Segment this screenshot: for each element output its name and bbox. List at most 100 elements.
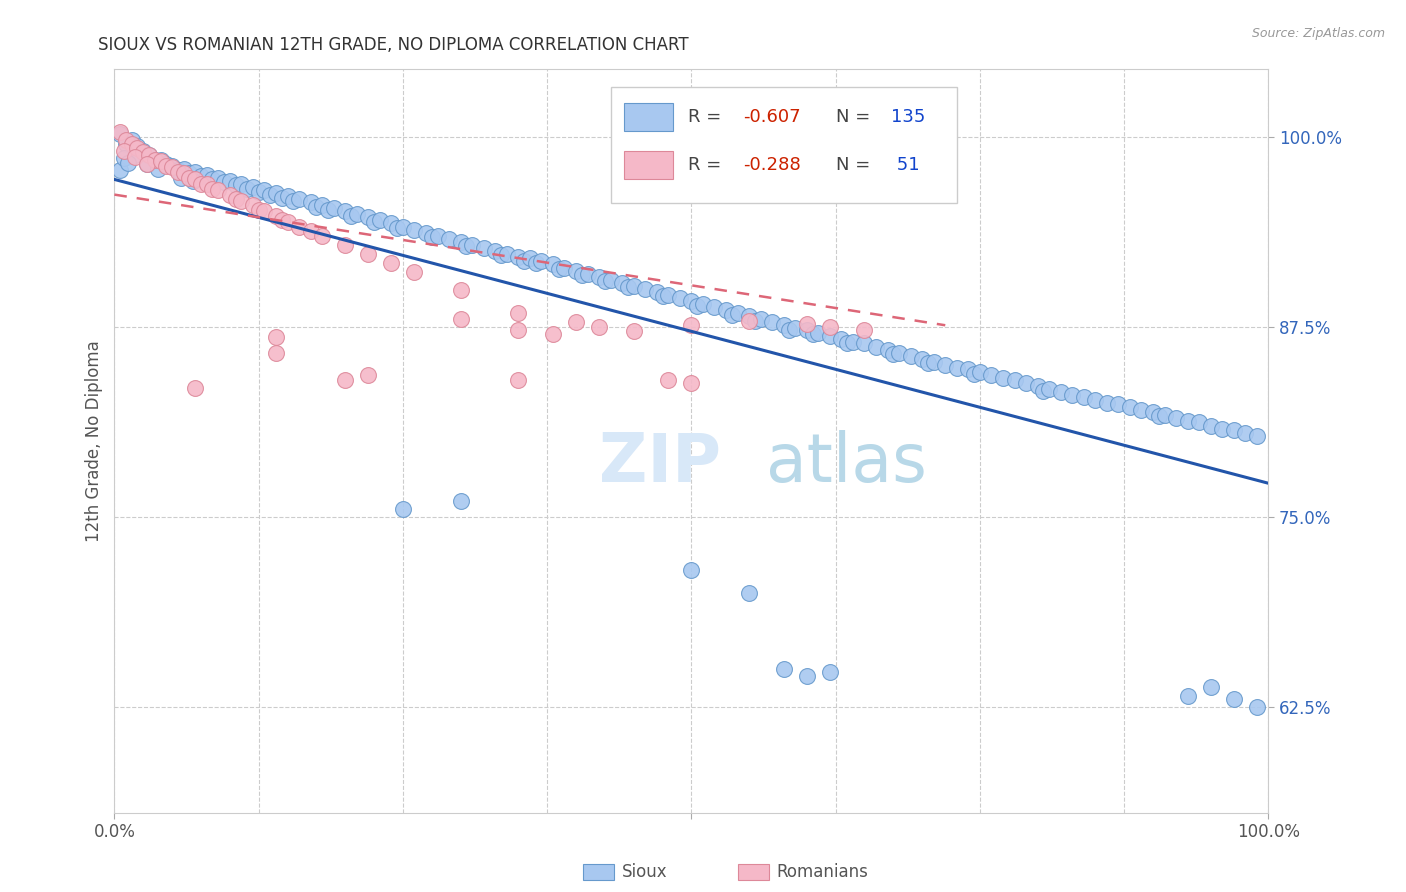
Point [247,202,270,217]
Point [404,222,426,236]
Point [112,151,135,165]
Point [922,355,945,369]
Point [796,323,818,337]
Point [184,380,207,394]
Point [253,204,276,219]
Point [335,204,357,219]
Point [218,174,240,188]
Point [212,176,235,190]
Point [247,185,270,199]
Point [1246,699,1268,714]
Point [876,343,898,357]
Point [242,180,264,194]
Point [426,228,449,243]
Point [231,194,253,208]
Point [201,172,224,186]
Point [1130,403,1153,417]
Point [270,213,292,227]
Point [547,262,569,277]
Point [117,155,139,169]
Point [264,186,287,200]
Text: Sioux: Sioux [621,863,666,881]
Point [588,319,610,334]
FancyBboxPatch shape [624,151,673,179]
Point [508,323,530,337]
Point [335,237,357,252]
Point [456,239,478,253]
Point [357,211,380,225]
Point [124,150,146,164]
Point [231,177,253,191]
Text: 135: 135 [891,108,925,126]
Text: N =: N = [835,108,870,126]
Point [1026,379,1049,393]
Point [190,177,212,191]
Point [617,280,640,294]
Point [957,362,980,376]
Point [149,154,172,169]
Text: R =: R = [688,108,721,126]
Point [276,189,298,203]
Point [796,317,818,331]
Point [508,373,530,387]
Point [283,194,305,208]
Text: Source: ZipAtlas.com: Source: ZipAtlas.com [1251,27,1385,40]
Point [1049,385,1071,400]
Point [1147,409,1170,424]
Point [108,127,131,141]
Point [179,166,201,180]
FancyBboxPatch shape [624,103,673,131]
Point [830,332,852,346]
Point [553,260,575,275]
Point [818,319,841,334]
Point [173,166,195,180]
Point [167,165,190,179]
Point [508,306,530,320]
Point [160,159,183,173]
Point [495,247,517,261]
Point [115,137,138,152]
Point [1234,426,1257,441]
Point [853,336,876,351]
Point [170,170,193,185]
Point [853,323,876,337]
Point [1004,373,1026,387]
Point [588,269,610,284]
Point [450,494,472,508]
Point [801,327,824,342]
Point [727,306,749,320]
Point [645,285,668,299]
Point [472,241,495,255]
Point [681,376,703,390]
Point [623,324,645,338]
Point [1084,392,1107,407]
Point [404,265,426,279]
Point [991,371,1014,385]
Point [900,349,922,363]
Point [772,662,794,676]
Point [761,315,783,329]
Point [934,358,956,372]
Point [184,165,207,179]
Point [270,191,292,205]
Point [195,168,218,182]
Point [264,209,287,223]
Point [669,291,692,305]
Point [1222,423,1244,437]
Point [1188,416,1211,430]
Point [571,268,593,282]
Point [749,312,772,326]
Point [484,244,506,258]
Point [519,252,541,266]
Point [807,326,830,340]
Point [160,161,183,175]
Point [450,235,472,249]
Point [565,315,588,329]
Point [842,334,865,349]
Point [1107,397,1129,411]
Point [155,159,177,173]
Text: R =: R = [688,156,721,174]
Point [276,215,298,229]
Point [340,209,363,223]
Point [380,256,402,270]
